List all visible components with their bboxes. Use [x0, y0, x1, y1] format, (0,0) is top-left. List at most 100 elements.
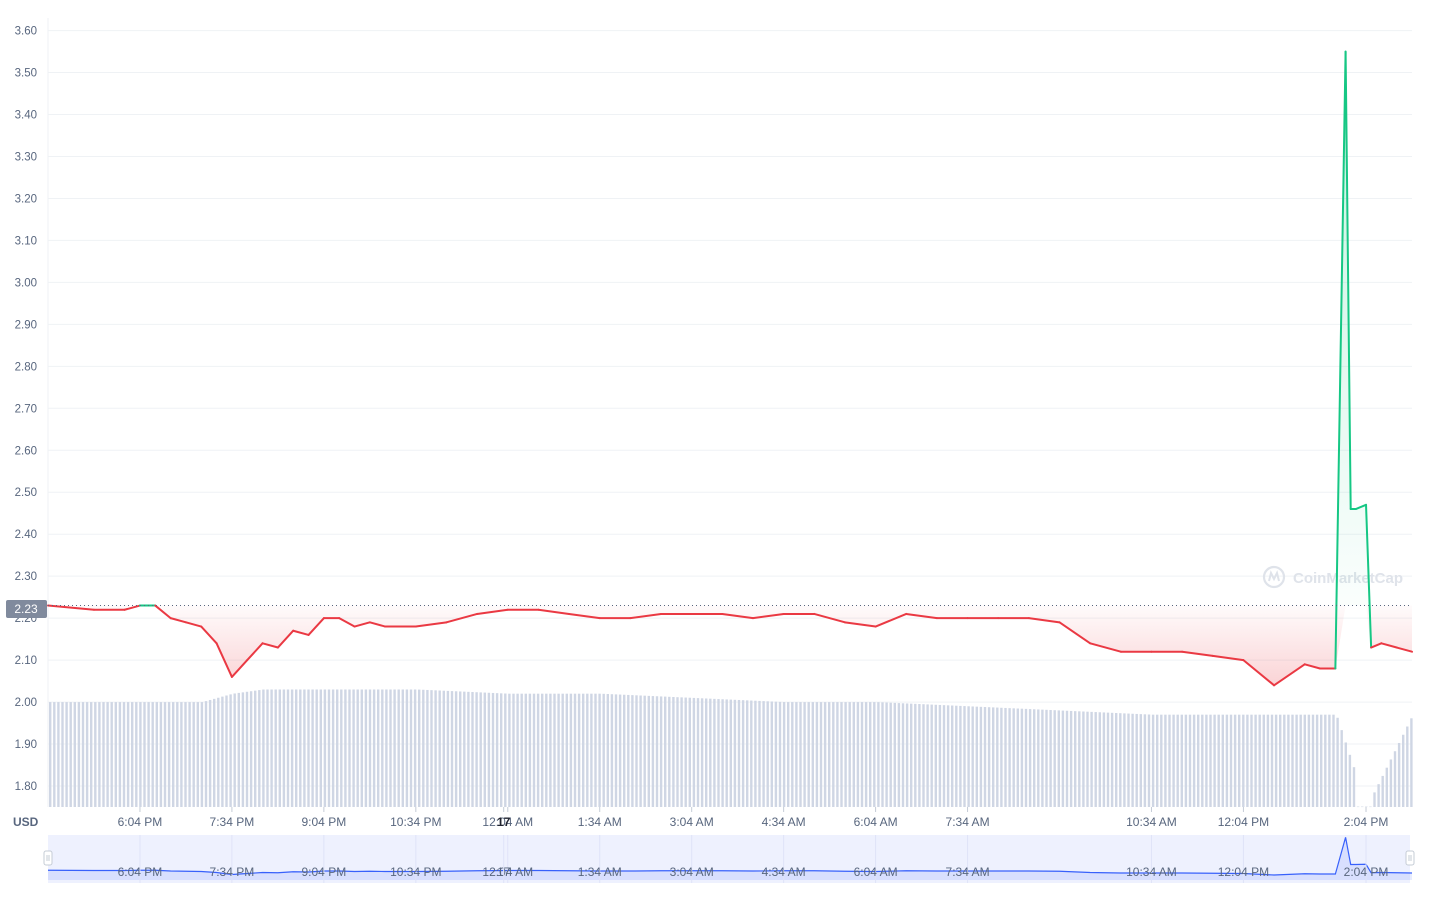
volume-bar	[660, 696, 662, 807]
volume-bar	[172, 702, 174, 807]
volume-bar	[1304, 715, 1306, 807]
y-tick-label: 3.40	[15, 110, 37, 122]
volume-bar	[209, 700, 211, 807]
volume-bar	[467, 692, 469, 807]
y-tick-label: 3.00	[15, 277, 37, 289]
volume-bar	[98, 702, 100, 807]
y-tick-label: 2.10	[15, 655, 37, 667]
volume-bar	[1349, 755, 1351, 807]
volume-bar	[541, 694, 543, 807]
volume-bar	[111, 702, 113, 807]
volume-bar	[500, 693, 502, 807]
volume-bar	[1066, 711, 1068, 807]
volume-bar	[992, 707, 994, 807]
y-tick-label: 2.80	[15, 361, 37, 373]
volume-bar	[1103, 712, 1105, 807]
volume-bar	[184, 702, 186, 807]
volume-bar	[336, 689, 338, 807]
x-tick-label: 9:04 PM	[302, 815, 347, 829]
volume-bar	[1140, 714, 1142, 807]
volume-bar	[881, 702, 883, 807]
volume-bar	[967, 706, 969, 807]
x-tick-label: 1:34 AM	[578, 815, 622, 829]
volume-bar	[1193, 715, 1195, 807]
volume-bar	[824, 702, 826, 807]
volume-bar	[1205, 715, 1207, 807]
volume-bar	[664, 697, 666, 807]
coinmarketcap-logo-icon	[1264, 567, 1284, 587]
y-tick-label: 1.80	[15, 781, 37, 793]
volume-bar	[451, 691, 453, 807]
volume-bar	[49, 702, 51, 807]
navigator-tick-label: 12:04 PM	[1218, 865, 1269, 879]
volume-bar	[816, 702, 818, 807]
volume-bar	[234, 693, 236, 807]
volume-bar	[906, 703, 908, 807]
volume-bar	[861, 702, 863, 807]
volume-bar	[705, 698, 707, 807]
volume-bar	[849, 702, 851, 807]
volume-bar	[648, 696, 650, 807]
volume-bar	[890, 703, 892, 807]
volume-bar	[631, 695, 633, 807]
volume-bar	[188, 702, 190, 807]
volume-bar	[410, 689, 412, 807]
volume-bar	[980, 707, 982, 807]
navigator-right-handle[interactable]	[1406, 851, 1414, 865]
x-tick-label: 6:04 PM	[118, 815, 163, 829]
volume-bar	[750, 701, 752, 807]
volume-bar	[1398, 743, 1400, 807]
volume-bar	[1234, 715, 1236, 807]
volume-bar	[1090, 712, 1092, 807]
volume-bar	[447, 691, 449, 807]
volume-bar	[357, 689, 359, 807]
volume-bar	[1131, 714, 1133, 807]
volume-bar	[324, 689, 326, 807]
currency-label: USD	[13, 815, 39, 829]
current-price-tag: 2.23	[6, 600, 47, 618]
volume-bar	[242, 692, 244, 807]
volume-bar	[902, 703, 904, 807]
volume-bar	[147, 702, 149, 807]
volume-bar	[685, 698, 687, 807]
x-tick-label: 10:34 AM	[1126, 815, 1177, 829]
volume-bar	[65, 702, 67, 807]
volume-bar	[57, 702, 59, 807]
volume-bar	[1336, 718, 1338, 807]
navigator-tick-label: 9:04 PM	[302, 865, 347, 879]
volume-bar	[1382, 776, 1384, 807]
volume-bar	[213, 699, 215, 807]
volume-bar	[779, 702, 781, 807]
area-fill-down	[48, 606, 1412, 686]
volume-bar	[1070, 711, 1072, 807]
volume-bar	[943, 705, 945, 807]
volume-bar	[1361, 807, 1363, 808]
volume-bar	[611, 694, 613, 807]
volume-bar	[418, 690, 420, 807]
volume-bar	[697, 698, 699, 807]
volume-bar	[299, 689, 301, 807]
volume-bar	[853, 702, 855, 807]
volume-bar	[422, 690, 424, 807]
volume-bar	[619, 695, 621, 807]
volume-bar	[385, 689, 387, 807]
volume-bar	[102, 702, 104, 807]
volume-bar	[180, 702, 182, 807]
volume-bar	[1160, 715, 1162, 807]
y-tick-label: 1.90	[15, 739, 37, 751]
volume-bar	[193, 702, 195, 807]
navigator-left-handle[interactable]	[44, 851, 52, 865]
volume-bar	[1181, 715, 1183, 807]
y-tick-label: 2.60	[15, 445, 37, 457]
volume-bar	[1254, 715, 1256, 807]
volume-bar	[238, 693, 240, 807]
volume-bar	[131, 702, 133, 807]
volume-bar	[74, 702, 76, 807]
volume-bar	[1263, 715, 1265, 807]
volume-bar	[525, 694, 527, 807]
volume-bar	[1341, 730, 1343, 807]
volume-bar	[316, 689, 318, 807]
